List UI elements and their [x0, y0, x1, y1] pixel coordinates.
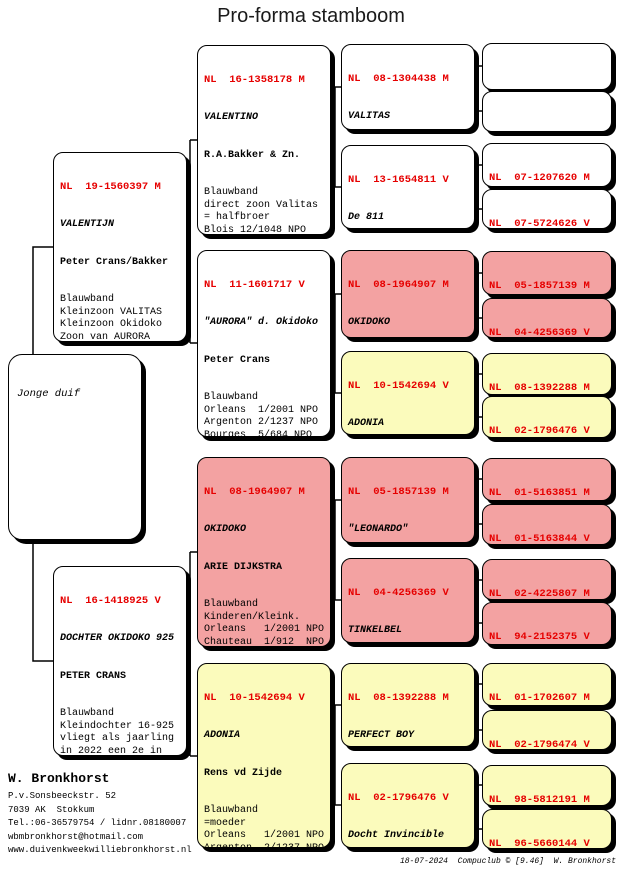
ring-number: NL 16-1418925 V: [60, 595, 161, 607]
ring-number: NL 07-1207620 M: [489, 172, 590, 184]
pigeon-name: PERFECT BOY: [348, 730, 415, 741]
pedigree-box-david-son: NL 07-1207620 M DAVID SON C en G Koopman: [482, 143, 612, 187]
connector-path: [32, 65, 482, 830]
ring-number: NL 08-1392288 M: [489, 382, 590, 394]
pigeon-name: "AURORA" d. Okidoko: [204, 317, 319, 328]
pedigree-box-subject: Jonge duif: [8, 354, 142, 540]
pigeon-name: ADONIA: [348, 418, 385, 429]
pedigree-box-perfect-boy-long: NL 08-1392288 M PERFECT BOY Rens van der…: [341, 663, 475, 747]
ring-number: NL 98-5812191 M: [489, 794, 590, 806]
pedigree-box-tinkelbel-long: NL 04-4256369 V TINKELBEL ARIE DIJKSTRA …: [341, 558, 475, 643]
ring-number: NL 96-5660144 V: [489, 838, 590, 849]
pigeon-name: DOCHTER OKIDOKO 925: [60, 633, 175, 644]
pedigree-box-okidoko-full: NL 08-1964907 M OKIDOKO ARIE DIJKSTRA Bl…: [197, 457, 331, 647]
ring-number: NL 13-1654811 V: [348, 174, 449, 186]
pedigree-box-dtr-de-dikke-blauwe: NL 94-2152375 V DTR.DE DIKKE BLAUWE ARIE…: [482, 602, 612, 645]
owner-contact-block: W. Bronkhorst P.v.Sonsbeeckstr. 52 7039 A…: [8, 768, 192, 858]
ring-number: NL 08-1304438 M: [348, 73, 449, 85]
pedigree-box-adonia-short: NL 10-1542694 V ADONIA Rens vd Zijde Bla…: [341, 351, 475, 435]
pigeon-name: "LEONARDO": [348, 524, 409, 535]
pigeon-details: Blauwband Kleindochter 16-925 vliegt als j…: [60, 708, 175, 756]
pedigree-box-lichte-morlincourt: NL 02-4225807 M LICHTE MORLINCOURT ARIE …: [482, 559, 612, 600]
ring-number: NL 08-1964907 M: [204, 486, 305, 498]
pigeon-name: OKIDOKO: [348, 317, 391, 328]
ring-number: NL 08-1392288 M: [348, 692, 449, 704]
pedigree-box-de-inteelt: NL 01-1702607 M "DE INTEELT" Rens v.d.Zi…: [482, 663, 612, 706]
ring-number: NL 01-5163844 V: [489, 533, 590, 545]
ring-number: NL 05-1857139 M: [348, 486, 449, 498]
pedigree-box-empty-1: [482, 43, 612, 90]
pedigree-box-invincible: NL 98-5812191 M INVINCIBLE Ad Schaerlaec…: [482, 765, 612, 806]
fancier-name: ARIE DIJKSTRA: [204, 561, 283, 573]
pigeon-name: VALITAS: [348, 111, 391, 122]
ring-number: NL 11-1601717 V: [204, 279, 305, 291]
pigeon-details: Blauwband Kinderen/Kleink. Orleans 1/2001 …: [204, 599, 325, 647]
pedigree-box-tinkelbel-short: NL 04-4256369 V TINKELBEL ARIE DIJKSTRA: [482, 298, 612, 338]
loft-owner-name: W. Bronkhorst: [8, 771, 110, 786]
pigeon-name: De 811: [348, 212, 385, 223]
ring-number: NL 02-4225807 M: [489, 588, 590, 600]
pigeon-name: TINKELBEL: [348, 625, 403, 636]
pigeon-name: VALENTIJN: [60, 219, 115, 230]
ring-number: NL 16-1358178 M: [204, 74, 305, 86]
pedigree-box-aurora: NL 11-1601717 V "AURORA" d. Okidoko Pete…: [197, 250, 331, 437]
ring-number: NL 04-4256369 V: [489, 327, 590, 338]
page-title: Pro-forma stamboom: [217, 5, 405, 27]
print-info: 18-07-2024 Compuclub © [9.46] W. Bronkho…: [399, 857, 616, 866]
fancier-name: Peter Crans: [204, 354, 271, 366]
fancier-name: Rens vd Zijde: [204, 767, 283, 779]
pedigree-box-docht-invincible-long: NL 02-1796476 V Docht Invincible Ad Scha…: [341, 763, 475, 848]
pigeon-details: Blauwband Kleinzoon VALITAS Kleinzoon Okid…: [60, 294, 163, 342]
pedigree-box-perfect-boy-short: NL 08-1392288 M PERFECT BOY Rens van der…: [482, 353, 612, 395]
ring-number: NL 04-4256369 V: [348, 587, 449, 599]
pigeon-details: Blauwband =moeder Orleans 1/2001 NPO Argent…: [204, 805, 325, 848]
ring-number: NL 19-1560397 M: [60, 181, 161, 193]
pedigree-box-docht-invincible-short: NL 02-1796476 V Docht Invincible Ad Scha…: [482, 396, 612, 438]
pedigree-box-okidoko-short: NL 08-1964907 M OKIDOKO ARIE DIJKSTRA Bl…: [341, 250, 475, 338]
ring-number: NL 01-1702607 M: [489, 692, 590, 704]
pedigree-box-empty-2: [482, 91, 612, 132]
ring-number: NL 94-2152375 V: [489, 631, 590, 643]
pedigree-box-leonardo-short: NL 05-1857139 M "LEONARDO" Arie Dijkstra: [482, 251, 612, 295]
pedigree-box-valentino: NL 16-1358178 M VALENTINO R.A.Bakker & Z…: [197, 45, 331, 235]
pigeon-name: VALENTINO: [204, 112, 259, 123]
pedigree-box-dam-dochter-okidoko: NL 16-1418925 V DOCHTER OKIDOKO 925 PETE…: [53, 566, 187, 756]
fancier-name: PETER CRANS: [60, 670, 127, 682]
pedigree-box-daydream: NL 07-5724626 V DAYDREAM C en G Koopman: [482, 189, 612, 229]
ring-number: NL 02-1796476 V: [348, 792, 449, 804]
pigeon-details: Blauwband direct zoon Valitas = halfbroer B…: [204, 187, 319, 235]
pedigree-box-adonia-full: NL 10-1542694 V ADONIA Rens vd Zijde Bla…: [197, 663, 331, 848]
pedigree-box-de-big-boom: NL 01-5163851 M "DE BIG BOOM" ARIE DIJKS…: [482, 458, 612, 501]
pedigree-box-evita-dijkstra: NL 01-5163844 V "EVITA" ARIE DIJKSTRA: [482, 504, 612, 545]
loft-owner-contact-lines: P.v.Sonsbeeckstr. 52 7039 AK Stokkum Tel.:…: [8, 791, 192, 855]
pigeon-name: OKIDOKO: [204, 524, 247, 535]
ring-number: NL 02-1796474 V: [489, 739, 590, 750]
fancier-name: R.A.Bakker & Zn.: [204, 149, 301, 161]
ring-number: NL 08-1964907 M: [348, 279, 449, 291]
ring-number: NL 10-1542694 V: [348, 380, 449, 392]
pedigree-box-valitas: NL 08-1304438 M VALITAS R.A.Bakker & Zn.…: [341, 44, 475, 130]
ring-number: NL 10-1542694 V: [204, 692, 305, 704]
pigeon-details: Blauwband Orleans 1/2001 NPO Argenton 2/12…: [204, 392, 319, 437]
pedigree-box-supertje: NL 96-5660144 V "SUPERTJE" Ad Schaerlaec…: [482, 809, 612, 849]
pedigree-box-leonardo-long: NL 05-1857139 M "LEONARDO" Arie Dijkstra…: [341, 457, 475, 543]
fancier-name: Peter Crans/Bakker: [60, 256, 169, 268]
ring-number: NL 01-5163851 M: [489, 487, 590, 499]
pedigree-box-de-811: NL 13-1654811 V De 811 C en G Koopman Ge…: [341, 145, 475, 229]
subject-label: Jonge duif: [17, 388, 81, 400]
pigeon-name: Docht Invincible: [348, 830, 445, 841]
pedigree-box-evita-zijde: NL 02-1796474 V EVITA Rens v.d.Zijde: [482, 710, 612, 750]
ring-number: NL 02-1796476 V: [489, 425, 590, 437]
ring-number: NL 05-1857139 M: [489, 280, 590, 292]
pedigree-box-sire-valentijn: NL 19-1560397 M VALENTIJN Peter Crans/Ba…: [53, 152, 187, 342]
pigeon-name: ADONIA: [204, 730, 241, 741]
ring-number: NL 07-5724626 V: [489, 218, 590, 229]
